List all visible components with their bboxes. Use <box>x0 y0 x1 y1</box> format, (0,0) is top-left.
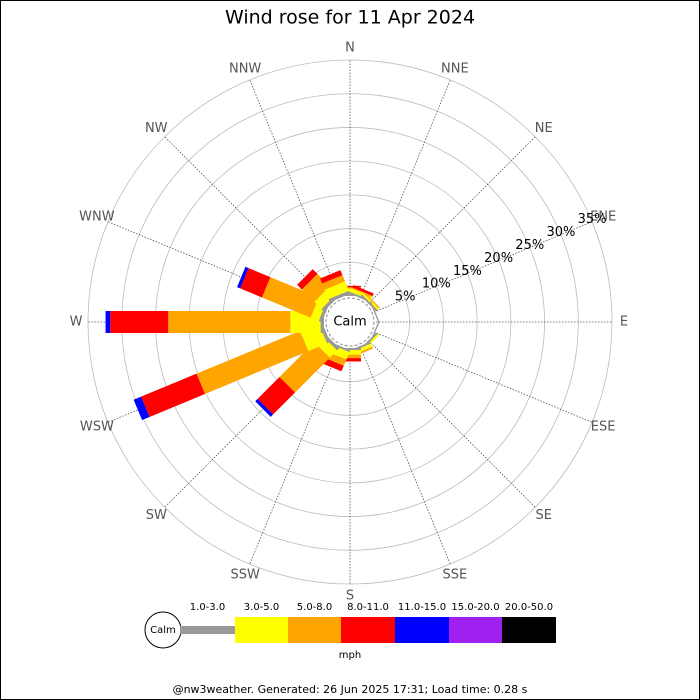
wind-segment <box>141 373 205 417</box>
legend-swatch <box>288 617 341 643</box>
wind-segment <box>257 376 296 415</box>
calm-label: Calm <box>333 315 366 330</box>
spoke <box>249 345 341 565</box>
spoke <box>373 221 593 313</box>
wind-segment <box>321 357 344 372</box>
chart-title: Wind rose for 11 Apr 2024 <box>225 7 475 29</box>
r-tick-label: 25% <box>515 238 544 253</box>
wind-segment <box>352 285 374 296</box>
wind-segment <box>255 398 274 417</box>
wind-segment <box>237 266 249 289</box>
r-tick-label: 15% <box>453 264 482 279</box>
legend-label: 1.0-3.0 <box>190 602 225 613</box>
wind-segment <box>168 311 291 333</box>
direction-label: SSE <box>442 568 467 583</box>
calm-circle <box>325 297 375 347</box>
wind-segment <box>133 396 150 421</box>
direction-label: SW <box>146 508 167 523</box>
spoke <box>368 340 536 508</box>
legend-swatch <box>449 617 502 643</box>
direction-label: NNE <box>441 61 469 76</box>
spoke <box>359 79 451 299</box>
legend-swatch <box>502 617 556 643</box>
direction-label: SSW <box>230 568 260 583</box>
spoke <box>359 345 451 565</box>
wind-segment <box>324 281 349 300</box>
wind-segment <box>351 287 373 298</box>
direction-label: W <box>70 315 83 330</box>
direction-label: ESE <box>591 419 616 434</box>
direction-label: NNW <box>229 61 261 76</box>
direction-label: WSW <box>80 419 114 434</box>
wind-segment <box>369 301 380 323</box>
direction-label: N <box>345 41 355 56</box>
r-tick-label: 35% <box>578 212 607 227</box>
wind-segment <box>240 268 271 298</box>
legend-label: 11.0-15.0 <box>398 602 446 613</box>
wind-segment <box>297 269 318 290</box>
r-tick-label: 5% <box>395 290 416 305</box>
legend-label: 20.0-50.0 <box>505 602 553 613</box>
direction-label: SE <box>536 508 552 523</box>
legend-label: 8.0-11.0 <box>347 602 389 613</box>
direction-label: S <box>346 589 354 604</box>
wind-segment <box>196 330 309 394</box>
legend-swatch <box>395 617 449 643</box>
wind-segment <box>110 311 169 333</box>
wind-segment <box>363 292 380 309</box>
direction-label: NW <box>145 121 168 136</box>
spoke <box>373 331 593 423</box>
legend-label: 3.0-5.0 <box>244 602 279 613</box>
r-tick-label: 30% <box>546 225 575 240</box>
direction-label: ENE <box>590 210 616 225</box>
wind-segment <box>261 277 319 318</box>
spoke <box>249 79 341 299</box>
footer: @nw3weather. Generated: 26 Jun 2025 17:3… <box>173 683 528 696</box>
legend-swatch <box>235 617 288 643</box>
legend-label: 15.0-20.0 <box>451 602 499 613</box>
legend-unit: mph <box>339 650 361 661</box>
spoke <box>368 136 536 304</box>
wind-segment <box>322 275 346 290</box>
wind-segment <box>362 292 380 310</box>
legend-swatch <box>180 626 235 634</box>
wind-segment <box>320 270 343 284</box>
direction-label: NE <box>535 121 553 136</box>
r-tick-label: 20% <box>484 251 513 266</box>
legend-calm-label: Calm <box>150 625 176 636</box>
direction-label: WNW <box>79 210 115 225</box>
grid-ring <box>87 59 613 585</box>
r-tick-label: 10% <box>422 277 451 292</box>
legend-swatch <box>341 617 395 643</box>
spoke <box>164 136 332 304</box>
wind-segment <box>328 290 351 303</box>
wind-segment <box>105 311 111 333</box>
direction-label: E <box>620 315 628 330</box>
legend-label: 5.0-8.0 <box>297 602 332 613</box>
wind-segment <box>279 342 330 393</box>
